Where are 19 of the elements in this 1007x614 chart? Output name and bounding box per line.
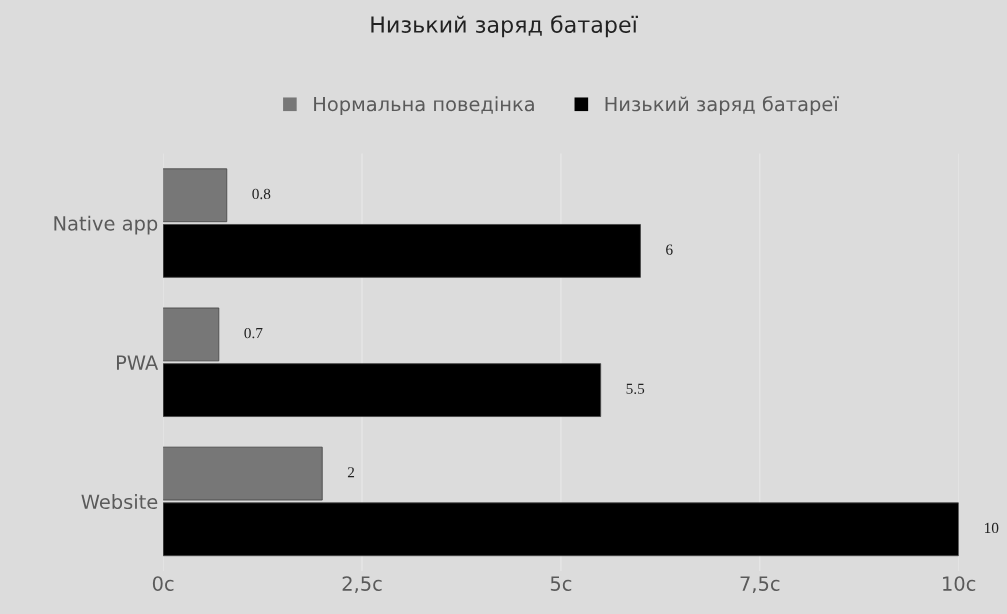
legend-label: Нормальна поведінка xyxy=(314,96,534,116)
data-label: 10 xyxy=(985,522,999,534)
data-label: 0.7 xyxy=(244,327,263,339)
chart-title: Низький заряд батареї xyxy=(371,15,638,38)
x-tick-label: 0с xyxy=(152,576,174,591)
y-tick-label: Native app xyxy=(54,215,158,235)
bar xyxy=(163,168,228,223)
x-tick-label: 7,5с xyxy=(740,576,780,593)
data-label: 6 xyxy=(666,244,673,255)
legend-label: Низький заряд батареї xyxy=(605,95,839,116)
x-tick-label: 10с xyxy=(943,576,976,591)
data-label: 0.8 xyxy=(252,188,271,200)
bar xyxy=(163,224,641,278)
y-tick-label: Website xyxy=(81,494,158,510)
data-label: 5.5 xyxy=(626,383,645,394)
y-tick-label: PWA xyxy=(117,355,159,370)
x-tick-label: 2,5с xyxy=(342,576,382,593)
data-label: 2 xyxy=(347,467,355,478)
x-tick-label: 5с xyxy=(550,576,572,591)
